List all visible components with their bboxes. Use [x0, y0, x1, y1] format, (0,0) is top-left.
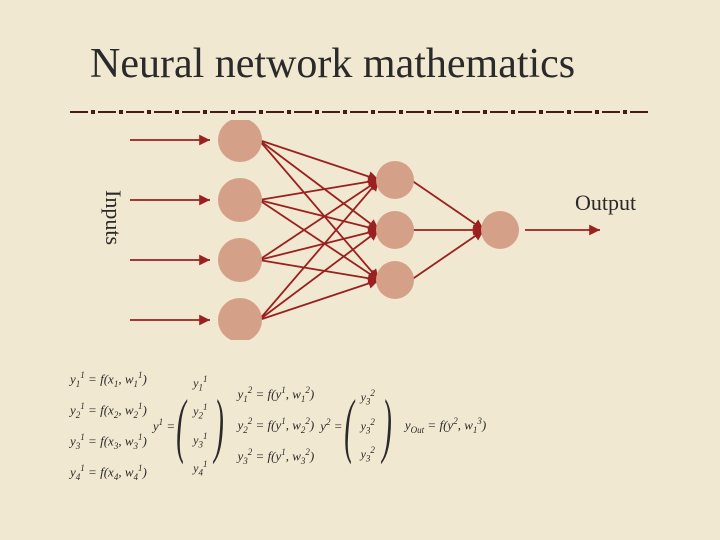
network-diagram — [70, 120, 650, 340]
equations-block: y11 = f(x1, w11) y21 = f(x2, w21) y31 = … — [70, 370, 486, 482]
yvec2: y2 = ( y32 y32 y32 ) — [320, 388, 399, 463]
output-equation: yOut = f(y2, w13) — [405, 416, 486, 435]
title-divider — [70, 102, 650, 104]
layer1-equations: y11 = f(x1, w11) y21 = f(x2, w21) y31 = … — [70, 370, 147, 482]
layer2-equations: y12 = f(y1, w12) y22 = f(y1, w22) y32 = … — [237, 385, 314, 466]
page-title: Neural network mathematics — [90, 40, 575, 88]
yvec1: y1 = ( y11 y21 y31 y41 ) — [153, 374, 232, 478]
